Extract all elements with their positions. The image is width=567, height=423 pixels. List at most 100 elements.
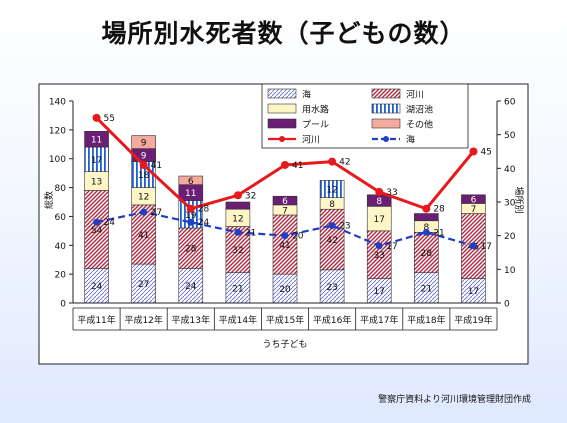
line-value-label: 17	[386, 242, 397, 252]
line-point	[375, 187, 384, 196]
line-value-label: 41	[292, 161, 303, 171]
legend-label: 河川	[302, 134, 320, 146]
line-value-label: 45	[480, 148, 491, 158]
bar-segment	[366, 278, 392, 304]
line-point	[92, 113, 101, 122]
bar-value-label: 9	[141, 139, 147, 149]
bar-segment	[272, 214, 298, 275]
legend-box	[261, 83, 469, 149]
legend-swatch	[371, 103, 401, 114]
line-point	[233, 191, 242, 200]
legend-label: 湖沼池	[406, 104, 433, 116]
line-value-label: 24	[198, 218, 210, 228]
bar-value-label: 11	[91, 136, 102, 146]
bar-value-label: 11	[185, 189, 196, 199]
right-axis-title: 場所別	[513, 186, 525, 213]
bar-value-label: 7	[282, 206, 288, 216]
source-note: 警察庁資料より河川環境管理財団作成	[378, 395, 531, 405]
category-label: 平成15年	[266, 314, 304, 326]
bar-value-label: 17	[373, 215, 384, 225]
page-title: 場所別水死者数（子どもの数）	[101, 19, 466, 48]
line-point	[328, 222, 336, 230]
category-label: 平成17年	[360, 314, 398, 326]
legend-label: プール	[302, 120, 329, 131]
line-point	[139, 160, 148, 169]
right-tick-label: 10	[504, 266, 516, 276]
line-value-label: 33	[386, 188, 397, 198]
bar-segment	[225, 201, 251, 210]
line-value-label: 21	[433, 228, 444, 238]
bar-value-label: 33	[373, 251, 384, 261]
bar-value-label: 24	[91, 282, 103, 292]
bar-value-label: 13	[91, 178, 102, 188]
right-tick-label: 0	[504, 300, 510, 310]
line-value-label: 17	[480, 242, 491, 252]
line-point	[187, 218, 195, 226]
bar-segment	[461, 194, 486, 204]
line-value-label: 55	[104, 114, 115, 124]
line-point	[234, 228, 242, 236]
legend-swatch	[267, 88, 297, 99]
category-label: 平成14年	[219, 314, 257, 326]
bar-segment	[414, 213, 439, 222]
legend-label: その他	[406, 119, 433, 131]
bar-value-label: 12	[138, 193, 149, 203]
line-value-label: 32	[245, 191, 256, 201]
line-value-label: 42	[339, 158, 350, 168]
bar-segment	[366, 206, 392, 232]
bar-segment	[319, 269, 345, 304]
line-point	[469, 147, 478, 156]
bar-value-label: 18	[138, 171, 150, 181]
bar-value-label: 23	[326, 283, 337, 293]
right-tick-label: 30	[504, 199, 516, 209]
bar-value-label: 54	[91, 226, 103, 236]
left-tick-label: 20	[55, 271, 67, 281]
line-value-label: 27	[151, 208, 162, 218]
left-tick-label: 40	[55, 242, 67, 252]
line-point	[328, 157, 337, 166]
left-tick-label: 60	[55, 213, 67, 223]
left-tick-label: 80	[55, 184, 67, 194]
bar-segment	[461, 278, 486, 304]
line-point	[281, 160, 289, 169]
category-label: 平成16年	[313, 314, 351, 326]
bar-value-label: 19	[185, 211, 197, 221]
left-axis-title: 総数	[43, 191, 55, 209]
legend-label: 海	[302, 89, 311, 101]
bar-segment	[84, 131, 109, 148]
x-axis-title: うち子ども	[262, 339, 307, 350]
line-point	[422, 204, 431, 213]
bar-value-label: 28	[185, 245, 197, 255]
legend-label: 海	[406, 134, 415, 146]
bar-value-label: 41	[279, 241, 290, 251]
line-value-label: 41	[151, 161, 162, 171]
bar-value-label: 7	[471, 205, 477, 215]
right-tick-label: 20	[504, 232, 516, 242]
bar-segment	[84, 190, 109, 269]
bar-value-label: 8	[329, 200, 335, 210]
line-point	[375, 242, 383, 250]
line-point	[93, 218, 101, 226]
legend-label: 河川	[406, 89, 424, 101]
line-value-label: 24	[104, 218, 116, 228]
bar-value-label: 24	[185, 282, 197, 292]
legend-marker	[383, 136, 389, 142]
bar-value-label: 17	[373, 287, 384, 297]
line-value-label: 21	[245, 228, 256, 238]
bar-segment	[366, 230, 392, 279]
legend-swatch	[371, 88, 401, 99]
bar-segment	[178, 175, 204, 185]
right-tick-label: 40	[504, 165, 516, 175]
line-value-label: 20	[292, 232, 304, 242]
bar-segment	[319, 180, 345, 198]
bar-value-label: 20	[279, 285, 291, 295]
category-label: 平成18年	[407, 314, 445, 326]
bar-value-label: 32	[232, 246, 243, 256]
line-point	[422, 228, 430, 236]
right-tick-label: 50	[504, 131, 516, 141]
left-tick-label: 120	[49, 126, 66, 136]
right-tick-label: 60	[504, 98, 516, 108]
bar-value-label: 41	[138, 231, 149, 241]
category-label: 平成12年	[124, 314, 162, 326]
